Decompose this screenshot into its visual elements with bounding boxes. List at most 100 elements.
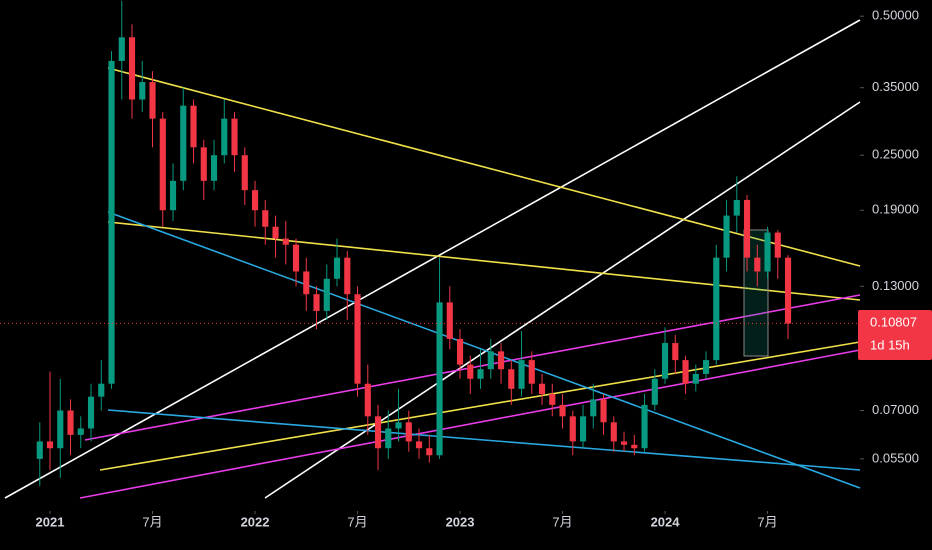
- candle-body: [323, 278, 330, 311]
- trendline: [79, 349, 861, 499]
- candle-body: [692, 373, 699, 384]
- candle-body: [702, 360, 710, 374]
- candle-body: [764, 232, 771, 272]
- candle-body: [651, 378, 658, 405]
- candle-body: [98, 383, 105, 397]
- candle-body: [169, 180, 177, 211]
- candle-body: [508, 369, 515, 389]
- candle-body: [210, 155, 218, 181]
- candle-body: [436, 302, 443, 456]
- candle-body: [426, 448, 433, 456]
- candle-body: [549, 394, 556, 405]
- candle-body: [200, 147, 207, 181]
- candle-body: [262, 210, 269, 227]
- candle-body: [374, 416, 382, 449]
- y-tick-label: 0.07000: [872, 402, 919, 417]
- countdown-label: 1d 15h: [870, 337, 910, 352]
- candle-body: [313, 294, 320, 311]
- trendline: [107, 221, 861, 301]
- candle-body: [559, 404, 566, 417]
- x-tick-label: 2022: [241, 514, 270, 529]
- candle-body: [405, 422, 412, 442]
- candle-body: [446, 302, 453, 339]
- candle-body: [672, 343, 679, 361]
- x-tick-label: 2021: [36, 514, 65, 529]
- candle-body: [477, 369, 484, 379]
- candle-body: [108, 60, 115, 384]
- candle-body: [180, 105, 187, 181]
- candle-body: [67, 410, 74, 435]
- candle-body: [118, 37, 125, 61]
- candle-body: [774, 232, 781, 258]
- candle-body: [139, 82, 146, 100]
- candle-body: [395, 422, 402, 429]
- candle-body: [149, 82, 156, 119]
- candle-body: [661, 343, 669, 379]
- candle-body: [159, 118, 166, 211]
- candle-body: [590, 399, 597, 417]
- candle-body: [579, 416, 587, 442]
- candle-body: [456, 338, 464, 365]
- candle-body: [620, 441, 628, 445]
- x-tick-label: 2024: [651, 514, 681, 529]
- trendline: [264, 101, 861, 499]
- candles: [36, 0, 792, 487]
- candle-body: [528, 360, 535, 384]
- candle-body: [57, 410, 64, 449]
- x-tick-label: 7月: [552, 514, 572, 529]
- candle-body: [354, 294, 361, 384]
- candle-body: [344, 257, 351, 295]
- candle-body: [385, 428, 392, 449]
- y-tick-label: 0.50000: [872, 8, 919, 23]
- trendlines: [4, 19, 861, 499]
- candle-body: [733, 199, 740, 216]
- candle-body: [641, 404, 648, 449]
- candle-body: [415, 441, 423, 449]
- candle-body: [723, 215, 730, 258]
- candle-body: [754, 257, 761, 272]
- candle-body: [713, 257, 720, 361]
- candle-body: [221, 118, 228, 156]
- candle-body: [292, 244, 300, 272]
- candle-body: [600, 399, 607, 423]
- candle-body: [610, 422, 617, 442]
- candle-body: [518, 360, 525, 389]
- candle-body: [272, 226, 279, 239]
- candle-body: [87, 396, 95, 429]
- x-tick-label: 7月: [757, 514, 777, 529]
- y-tick-label: 0.25000: [872, 147, 919, 162]
- candle-body: [36, 441, 43, 459]
- candle-body: [364, 383, 371, 417]
- y-tick-label: 0.13000: [872, 278, 919, 293]
- candle-body: [569, 416, 576, 442]
- trendline: [107, 409, 861, 471]
- trendline: [4, 19, 861, 499]
- trendline: [99, 341, 861, 471]
- candle-body: [487, 351, 494, 370]
- x-tick-label: 2023: [446, 514, 475, 529]
- candle-body: [631, 444, 638, 449]
- y-tick-label: 0.35000: [872, 79, 919, 94]
- last-price-label: 0.10807: [870, 314, 917, 329]
- candle-body: [538, 383, 546, 395]
- x-tick-label: 7月: [347, 514, 367, 529]
- candle-body: [303, 271, 310, 295]
- trendline: [107, 211, 861, 489]
- candle-body: [231, 118, 238, 156]
- candle-body: [784, 257, 792, 324]
- candle-body: [46, 441, 54, 449]
- x-tick-label: 7月: [142, 514, 162, 529]
- price-badge: [858, 310, 932, 360]
- candle-body: [467, 364, 474, 379]
- candle-body: [77, 428, 84, 435]
- candle-body: [743, 199, 751, 258]
- candle-body: [128, 37, 136, 100]
- candle-body: [190, 105, 197, 148]
- candle-body: [333, 257, 341, 279]
- candle-body: [251, 190, 259, 211]
- candle-body: [241, 155, 248, 191]
- trendline: [107, 67, 861, 267]
- y-tick-label: 0.19000: [872, 202, 919, 217]
- candle-body: [682, 360, 689, 384]
